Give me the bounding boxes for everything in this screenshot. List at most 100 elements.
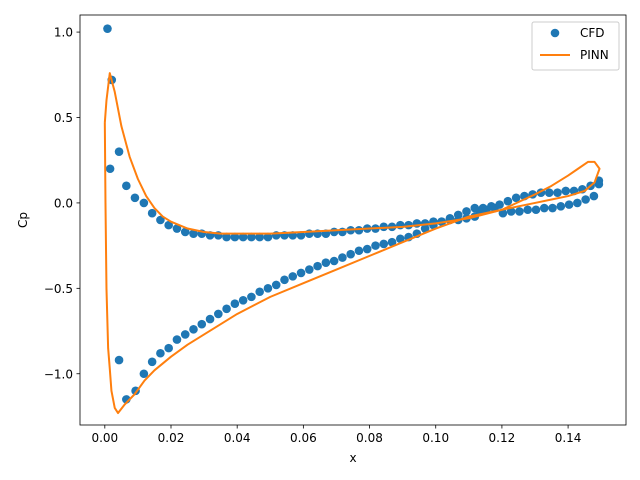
cfd-point	[462, 207, 471, 216]
cfd-point	[531, 205, 541, 215]
cfd-point	[581, 195, 590, 204]
y-axis-ticks: −1.0 −0.5 0.0 0.5 1.0	[44, 26, 80, 381]
cfd-point	[354, 225, 364, 235]
cfd-point	[238, 232, 248, 242]
cfd-point	[548, 203, 557, 213]
cfd-point	[288, 272, 298, 281]
cfd-point	[103, 24, 112, 33]
x-tick-label: 0.14	[555, 431, 582, 445]
cfd-point	[296, 268, 306, 278]
cfd-point	[263, 284, 273, 293]
cfd-point	[387, 237, 397, 247]
plot-frame	[79, 14, 627, 426]
x-tick-label: 0.06	[290, 431, 317, 445]
cfd-point	[263, 232, 273, 242]
cfd-point	[329, 256, 339, 266]
cfd-point	[247, 232, 256, 242]
legend-pinn-label: PINN	[580, 48, 609, 62]
cfd-point	[338, 253, 347, 262]
cfd-point	[296, 231, 306, 240]
cfd-point	[553, 188, 562, 197]
cfd-point	[589, 191, 599, 201]
cfd-point	[164, 343, 173, 353]
legend-cfd-marker	[550, 28, 560, 38]
cfd-point	[346, 249, 355, 259]
cfd-point	[139, 369, 149, 379]
cfd-point	[222, 304, 231, 314]
cfd-point	[147, 357, 157, 367]
cfd-point	[321, 258, 331, 268]
cfd-point	[156, 215, 165, 225]
cfd-point	[105, 164, 115, 174]
cfd-point	[180, 330, 190, 339]
cfd-point	[255, 232, 264, 242]
cfd-point	[371, 241, 380, 250]
cfd-point	[164, 220, 173, 230]
cfd-point	[362, 244, 372, 254]
cfd-point	[205, 314, 215, 324]
cfd-point	[329, 227, 339, 237]
cfd-point	[561, 186, 571, 196]
cfd-point	[172, 335, 182, 344]
cfd-point	[544, 188, 554, 197]
cfd-point	[238, 295, 248, 305]
cfd-point	[573, 198, 582, 208]
cfd-point	[197, 319, 207, 329]
cfd-point	[453, 210, 463, 220]
cfd-point	[230, 299, 240, 309]
cfd-point	[180, 227, 190, 237]
cfd-point	[511, 193, 521, 203]
x-tick-label: 0.12	[489, 431, 516, 445]
y-tick-label: 1.0	[54, 26, 73, 40]
plot-data-layer	[103, 24, 604, 415]
cfd-point	[147, 208, 157, 218]
legend-box	[531, 21, 620, 71]
y-tick-label: 0.0	[54, 196, 73, 210]
cfd-point	[354, 246, 364, 256]
x-axis-label: x	[349, 451, 356, 465]
cfd-point	[130, 193, 140, 203]
pinn-line	[103, 72, 601, 415]
legend: CFD PINN	[531, 21, 620, 71]
cfd-point	[396, 234, 405, 244]
cfd-point	[305, 265, 314, 274]
cfd-point	[172, 224, 182, 233]
cfd-point	[114, 147, 124, 156]
y-tick-label: −0.5	[44, 282, 73, 296]
y-axis-label: Cp	[16, 212, 30, 228]
cfd-point	[189, 325, 198, 334]
cfd-point	[280, 275, 289, 285]
cfd-point	[313, 261, 322, 271]
legend-cfd-label: CFD	[580, 26, 605, 40]
x-tick-label: 0.02	[158, 431, 185, 445]
cfd-point	[189, 229, 198, 238]
cfd-point	[230, 232, 240, 242]
cfd-point	[503, 196, 513, 206]
cfd-point	[420, 224, 430, 233]
cfd-point	[139, 198, 149, 208]
cfd-point	[478, 203, 488, 213]
y-tick-label: −1.0	[44, 367, 73, 381]
cfd-point	[487, 202, 496, 211]
cfd-point	[564, 200, 574, 209]
cfd-point	[214, 309, 223, 319]
cfd-point	[495, 200, 504, 209]
cfd-point	[523, 205, 533, 215]
cfd-point	[247, 292, 256, 302]
y-tick-label: 0.5	[54, 111, 73, 125]
x-tick-label: 0.04	[224, 431, 251, 445]
cfd-point	[556, 202, 566, 211]
cfd-point	[255, 287, 264, 297]
cfd-point	[122, 181, 131, 191]
cfd-point	[539, 203, 549, 213]
cfd-point	[396, 220, 405, 230]
cfd-point	[379, 239, 389, 249]
x-tick-label: 0.00	[91, 431, 118, 445]
cfd-point	[222, 232, 231, 242]
cfd-point	[156, 348, 165, 358]
x-tick-label: 0.10	[422, 431, 449, 445]
cfd-point	[515, 207, 524, 216]
cfd-point	[506, 207, 516, 216]
